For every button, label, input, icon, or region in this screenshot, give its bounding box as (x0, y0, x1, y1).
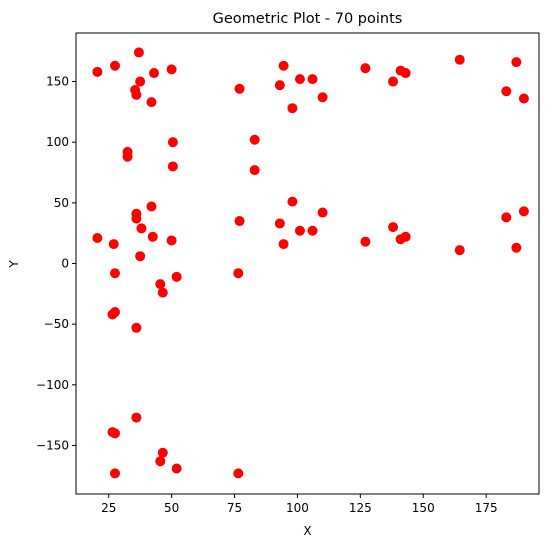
y-axis-ticks: −150 −100 −50 0 50 100 150 (36, 75, 76, 452)
data-point (157, 447, 168, 458)
data-point (454, 245, 465, 256)
data-point (234, 83, 245, 94)
data-point (135, 251, 146, 262)
data-points (92, 47, 529, 479)
data-point (155, 456, 166, 467)
x-tick-label: 175 (475, 501, 498, 515)
data-point (249, 165, 260, 176)
data-point (110, 268, 120, 279)
data-point (171, 463, 182, 474)
data-point (501, 212, 512, 223)
y-tick-label: −150 (36, 438, 69, 452)
data-point (233, 268, 244, 279)
data-point (155, 279, 166, 290)
data-point (294, 225, 305, 236)
data-point (171, 271, 182, 282)
data-point (166, 64, 177, 75)
x-tick-label: 100 (286, 501, 309, 515)
x-axis-ticks: 25 50 75 100 125 150 175 (101, 494, 498, 515)
x-tick-label: 50 (164, 501, 179, 515)
data-point (167, 161, 178, 172)
data-point (167, 137, 178, 148)
data-point (511, 57, 522, 68)
data-point (388, 76, 399, 87)
y-tick-label: −50 (44, 317, 69, 331)
data-point (149, 68, 160, 79)
data-point (122, 151, 133, 162)
y-tick-label: 0 (61, 257, 69, 271)
data-point (233, 468, 244, 479)
x-tick-label: 150 (412, 501, 435, 515)
x-tick-label: 75 (227, 501, 242, 515)
data-point (131, 208, 142, 219)
x-axis-label: X (303, 524, 311, 538)
data-point (518, 206, 529, 217)
data-point (518, 93, 529, 104)
data-point (157, 287, 168, 298)
data-point (274, 80, 285, 91)
data-point (131, 322, 142, 333)
data-point (131, 89, 142, 100)
y-axis-label: Y (7, 260, 21, 269)
data-point (287, 196, 298, 207)
data-point (135, 76, 146, 87)
chart-title: Geometric Plot - 70 points (213, 11, 403, 27)
data-point (110, 307, 120, 318)
data-point (307, 225, 318, 236)
data-point (400, 68, 411, 79)
data-point (234, 216, 245, 227)
data-point (110, 60, 120, 71)
data-point (317, 92, 328, 103)
data-point (131, 412, 142, 423)
data-point (110, 428, 120, 439)
data-point (108, 239, 119, 250)
data-point (136, 223, 147, 234)
data-point (110, 468, 120, 479)
data-point (92, 233, 103, 244)
data-point (400, 231, 411, 242)
x-tick-label: 25 (101, 501, 116, 515)
data-point (249, 134, 260, 145)
data-point (360, 236, 371, 247)
x-tick-label: 125 (349, 501, 372, 515)
data-point (317, 207, 328, 218)
data-point (133, 47, 144, 58)
data-point (287, 103, 298, 114)
plot-frame (75, 32, 540, 495)
data-point (511, 242, 522, 253)
data-point (147, 231, 158, 242)
y-tick-label: 150 (46, 75, 69, 89)
data-point (360, 63, 371, 74)
data-point (278, 60, 289, 71)
data-point (166, 235, 177, 246)
data-point (146, 201, 157, 212)
data-point (146, 97, 157, 108)
data-point (501, 86, 512, 97)
data-point (278, 239, 289, 250)
data-point (294, 74, 305, 85)
y-tick-label: 50 (54, 196, 69, 210)
y-tick-label: −100 (36, 378, 69, 392)
data-point (274, 218, 285, 229)
data-point (307, 74, 318, 85)
data-point (388, 222, 399, 233)
y-tick-label: 100 (46, 135, 69, 149)
data-point (454, 54, 465, 65)
data-point (92, 66, 103, 77)
